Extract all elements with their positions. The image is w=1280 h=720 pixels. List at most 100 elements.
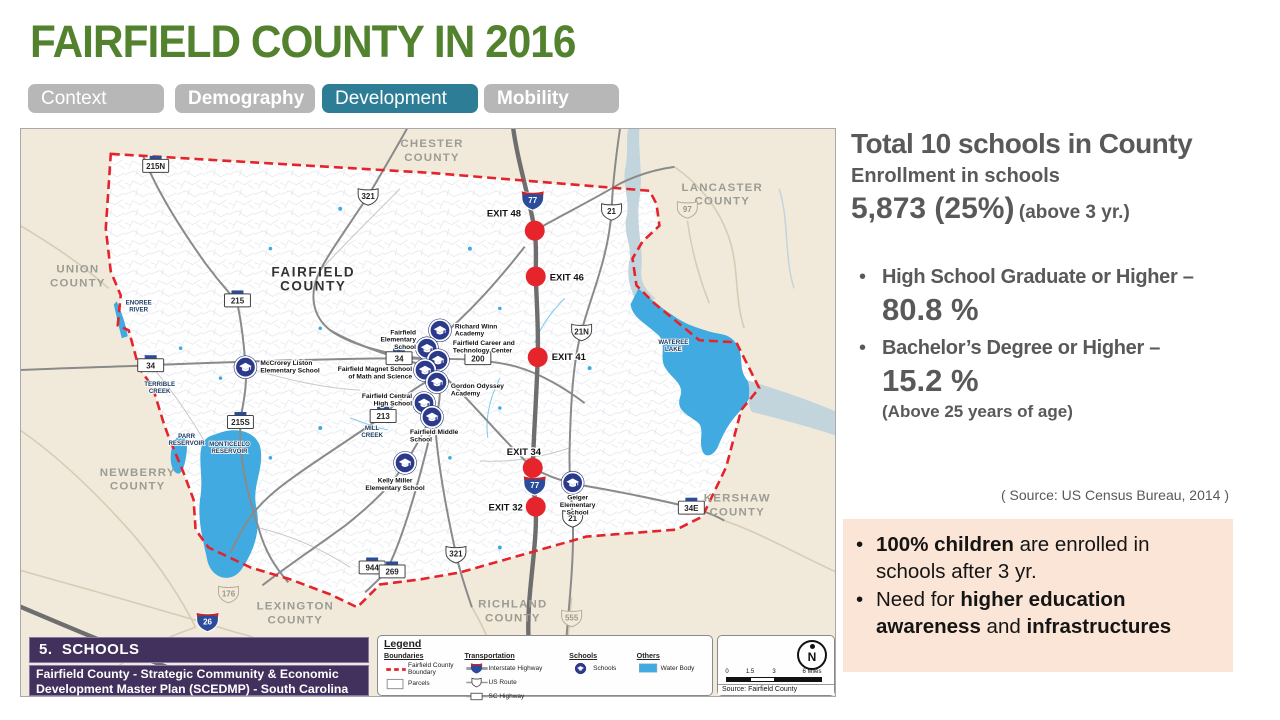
legend-item-label: Fairfield County Boundary <box>408 662 454 677</box>
map-panel-subtitle: Fairfield County - Strategic Community &… <box>29 665 369 696</box>
legend-column-title: Transportation <box>464 651 515 660</box>
svg-text:213: 213 <box>376 412 390 421</box>
scale-bar <box>726 677 822 682</box>
county-label: RICHLAND COUNTY <box>478 598 547 624</box>
school-marker <box>413 358 437 382</box>
scale-tick: 0 <box>725 669 729 675</box>
svg-text:215S: 215S <box>231 418 250 427</box>
route-shield-21: 21 <box>601 203 623 221</box>
route-shield-77: 77 <box>521 190 545 211</box>
scale-ticks: 0 1.5 3 6 Miles <box>725 669 826 676</box>
svg-text:26: 26 <box>203 617 212 626</box>
school-label: Kelly Miller Elementary School <box>365 478 424 492</box>
water-bodies <box>113 129 835 578</box>
map-source: Source: Fairfield County <box>718 684 834 695</box>
legend-column-title: Schools <box>569 651 598 660</box>
stats-panel: Total 10 schools in County Enrollment in… <box>851 128 1235 431</box>
svg-text:269: 269 <box>385 568 399 577</box>
school-label: Fairfield Career and Technology Center <box>453 340 515 354</box>
school-label: Geiger Elementary School <box>560 495 596 517</box>
highlight-bullet: 100% children are enrolled in schools af… <box>847 532 1223 585</box>
svg-text:77: 77 <box>528 196 537 205</box>
county-label: FAIRFIELD COUNTY <box>271 264 355 293</box>
route-shield-34e: 34E <box>677 497 705 515</box>
north-label: N <box>807 650 817 664</box>
county-label: CHESTER COUNTY <box>400 138 463 164</box>
legend-item: US Route <box>465 676 562 689</box>
tab-bar: Context Demography Development Mobility <box>28 84 619 113</box>
stat-note: (Above 25 years of age) <box>882 402 1073 421</box>
exit-marker-exit-46: EXIT 46 <box>525 266 585 287</box>
highlight-box: 100% children are enrolled in schools af… <box>843 519 1233 672</box>
svg-text:97: 97 <box>683 205 692 214</box>
route-shield-200: 200 <box>464 348 492 366</box>
svg-text:176: 176 <box>222 590 236 599</box>
legend-item: Fairfield County Boundary <box>384 662 457 677</box>
education-stat: High School Graduate or Higher – 80.8 % <box>851 266 1235 328</box>
tab-development[interactable]: Development <box>322 84 478 113</box>
water-label: PARR RESERVOIR <box>168 433 205 447</box>
parcels-icon <box>384 678 408 691</box>
school-marker <box>425 370 449 394</box>
school-marker <box>233 355 258 379</box>
legend-item: Schools <box>569 662 628 675</box>
water-label: TERRIBLE CREEK <box>144 381 175 395</box>
svg-text:EXIT 32: EXIT 32 <box>489 503 523 514</box>
legend-item-label: SC Highway <box>488 692 525 700</box>
water-label: MONTICELLO RESERVOIR <box>209 441 250 455</box>
svg-text:215N: 215N <box>146 162 165 171</box>
route-shield-26: 26 <box>196 611 220 633</box>
county-label: LANCASTER COUNTY <box>682 182 763 208</box>
scale-tick: 3 <box>772 669 776 675</box>
legend-item: SC Highway <box>465 690 562 703</box>
school-marker <box>393 451 417 475</box>
route-shield-21n: 21N <box>571 323 593 342</box>
school-label: Richard Winn Academy <box>455 323 497 337</box>
legend-item-label: Water Body <box>660 664 695 672</box>
school-marker <box>420 405 444 429</box>
legend-column-others: Others Water Body <box>637 651 698 704</box>
north-arrow-icon: N <box>797 640 827 670</box>
county-boundary-icon <box>384 663 408 676</box>
water-label: ENOREE RIVER <box>126 299 152 313</box>
page-title: FAIRFIELD COUNTY IN 2016 <box>30 16 576 67</box>
map-legend: Legend Boundaries Fairfield County Bounda… <box>377 635 713 701</box>
legend-item-label: Schools <box>593 664 617 672</box>
tab-demography[interactable]: Demography <box>175 84 315 113</box>
svg-text:321: 321 <box>361 192 375 201</box>
us-route-icon <box>465 676 489 689</box>
water-label: MILL CREEK <box>361 425 383 439</box>
highlight-list: 100% children are enrolled in schools af… <box>847 532 1223 641</box>
svg-text:34: 34 <box>146 361 155 370</box>
legend-column-title: Boundaries <box>384 651 424 660</box>
legend-column-boundaries: Boundaries Fairfield County Boundary Parce… <box>384 651 457 704</box>
legend-item-label: Interstate Highway <box>488 664 543 672</box>
tab-context[interactable]: Context <box>28 84 164 113</box>
route-shield-215s: 215S <box>226 412 254 429</box>
exit-marker-exit-48: EXIT 48 <box>486 207 545 241</box>
school-label: Fairfield Middle School <box>410 429 459 443</box>
exit-marker-exit-34: EXIT 34 <box>506 446 543 478</box>
education-stat: Bachelor’s Degree or Higher – 15.2 % (Abov… <box>851 337 1235 422</box>
stat-value: 80.8 % <box>882 292 979 327</box>
sc-highway-icon <box>465 690 489 703</box>
highlight-bullet: Need for higher education awareness and … <box>847 587 1223 640</box>
legend-column-transportation: Transportation Interstate Highway US Route… <box>465 651 562 704</box>
svg-text:21: 21 <box>607 207 616 216</box>
svg-text:321: 321 <box>449 550 463 559</box>
census-source: ( Source: US Census Bureau, 2014 ) <box>1000 487 1229 503</box>
legend-column-title: Others <box>636 651 660 660</box>
route-shield-269: 269 <box>378 561 406 579</box>
route-shield-77: 77 <box>523 475 547 496</box>
legend-column-schools: Schools Schools <box>569 651 628 704</box>
stat-label: High School Graduate or Higher – <box>882 266 1194 288</box>
water-body-icon <box>637 662 661 675</box>
svg-text:944: 944 <box>365 564 379 573</box>
legend-item-label: US Route <box>488 678 517 686</box>
tab-mobility[interactable]: Mobility <box>484 84 619 113</box>
school-label: Fairfield Magnet School of Math and Scien… <box>338 366 413 380</box>
interstate-highway-icon <box>465 662 489 675</box>
svg-text:21: 21 <box>568 514 577 523</box>
svg-text:200: 200 <box>471 354 485 363</box>
